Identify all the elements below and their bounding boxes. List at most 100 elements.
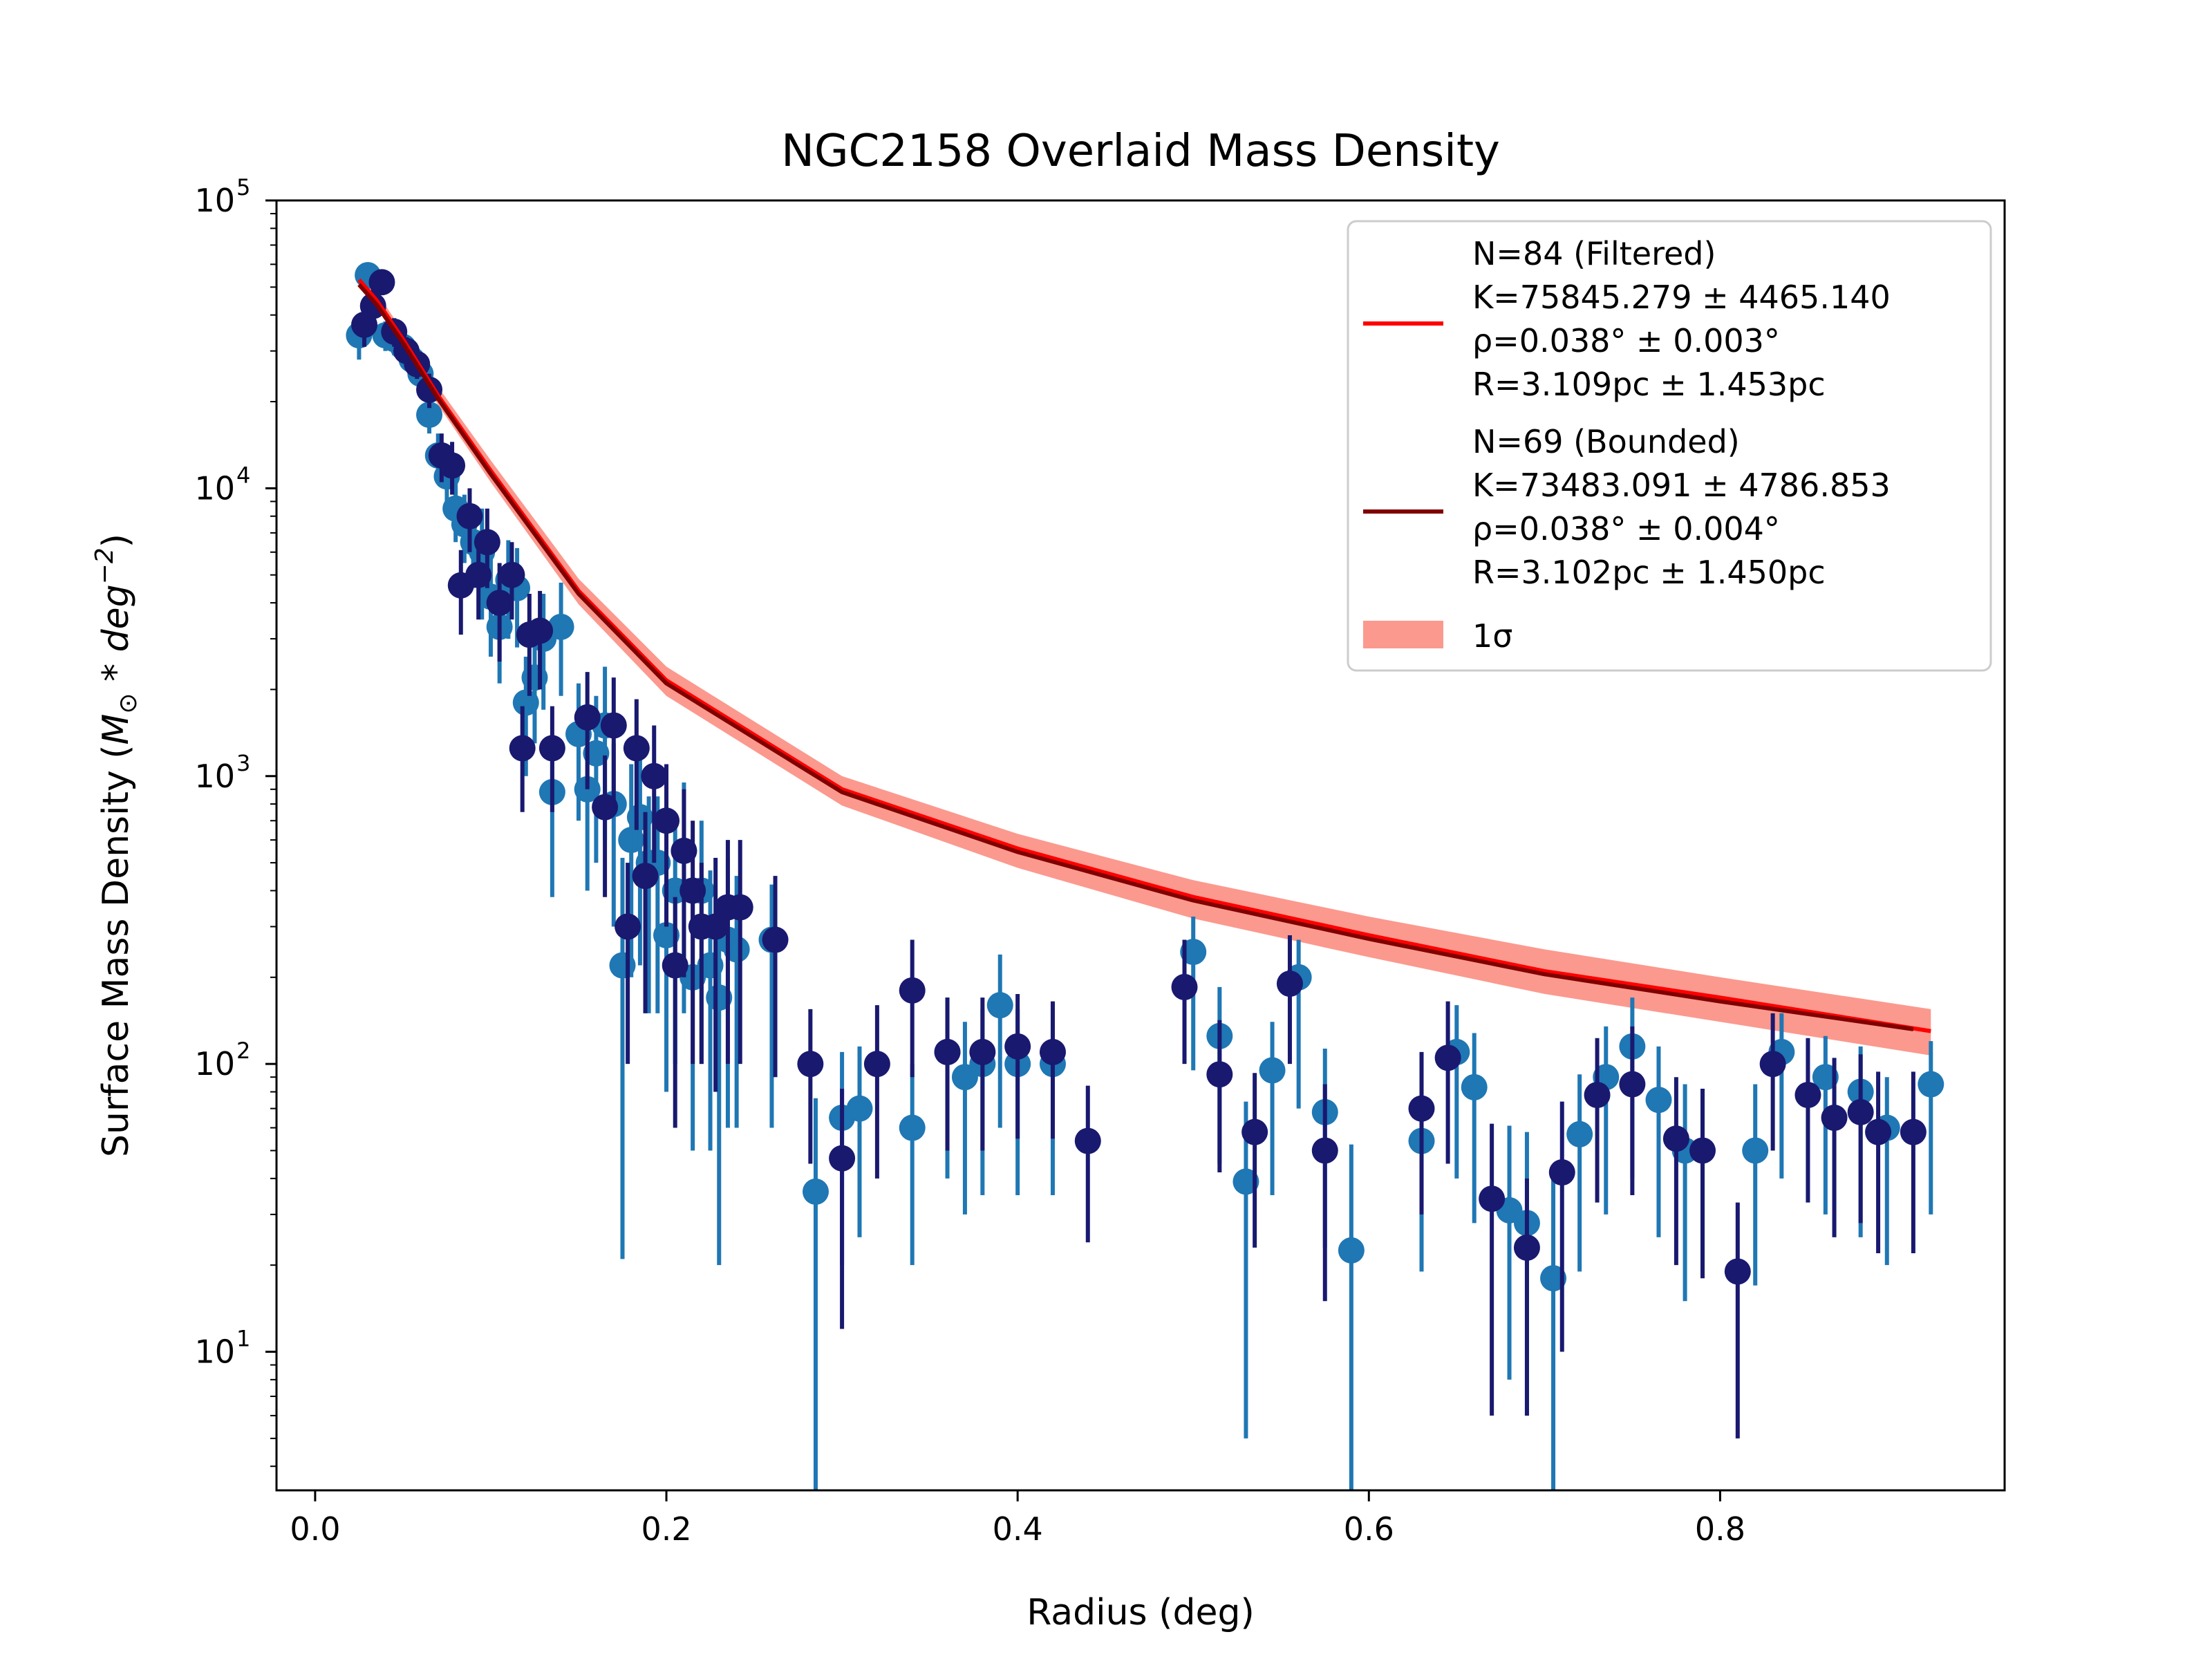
bounded-fit-line xyxy=(357,283,1914,1031)
data-point xyxy=(702,913,729,940)
data-point xyxy=(1171,973,1198,1000)
data-point xyxy=(615,913,641,940)
data-point xyxy=(797,1051,824,1078)
plot-area xyxy=(275,199,2006,1492)
data-point xyxy=(1004,1033,1031,1060)
data-point xyxy=(1619,1071,1646,1098)
data-point xyxy=(762,926,789,953)
data-point xyxy=(899,977,926,1004)
data-point xyxy=(1311,1137,1338,1164)
data-point xyxy=(1241,1118,1268,1145)
data-point xyxy=(456,503,483,529)
data-point xyxy=(1759,1051,1786,1078)
data-point xyxy=(986,992,1013,1019)
x-tick-label: 0.6 xyxy=(1344,1510,1394,1548)
data-point xyxy=(632,863,659,890)
data-point xyxy=(465,561,492,588)
data-point xyxy=(653,807,680,834)
data-point xyxy=(1434,1044,1461,1071)
data-point xyxy=(1821,1105,1848,1132)
data-point xyxy=(600,712,627,739)
y-tick-exponent: 3 xyxy=(236,750,250,776)
y-axis-label-sun: ⊙ xyxy=(114,693,142,713)
data-point xyxy=(1584,1082,1611,1109)
data-point xyxy=(802,1178,829,1205)
x-tick-label: 0.8 xyxy=(1695,1510,1745,1548)
y-tick-base: 10 xyxy=(194,469,235,507)
y-tick-exponent: 4 xyxy=(236,462,250,488)
data-point xyxy=(706,984,733,1011)
data-point xyxy=(592,794,619,821)
data-point xyxy=(829,1145,856,1172)
data-point xyxy=(662,952,688,979)
data-point xyxy=(1461,1074,1488,1100)
y-tick-label: 10 xyxy=(194,1333,235,1371)
data-point xyxy=(899,1114,926,1141)
confidence-band xyxy=(359,272,1931,1056)
data-point xyxy=(512,689,539,716)
y-tick-label: 10 xyxy=(194,182,235,219)
data-point xyxy=(486,590,513,617)
data-point xyxy=(934,1038,961,1065)
data-point xyxy=(618,827,645,854)
y-tick-base: 10 xyxy=(194,758,235,795)
y-tick-label: 10 xyxy=(194,758,235,795)
y-tick-label: 10 xyxy=(194,469,235,507)
data-point xyxy=(1847,1098,1874,1125)
y-axis-label: Surface Mass Density (M⊙ * deg−2) xyxy=(91,534,142,1157)
data-point xyxy=(498,561,525,588)
legend-bounded-line-4: R=3.102pc ± 1.450pc xyxy=(1472,554,1826,591)
legend-bounded-line-1: N=69 (Bounded) xyxy=(1472,423,1740,460)
y-axis-label-mid: * xyxy=(95,652,137,693)
y-axis-label-exp: −2 xyxy=(91,547,119,584)
legend: N=84 (Filtered) K=75845.279 ± 4465.140 ρ… xyxy=(1347,220,1992,672)
data-point xyxy=(1479,1185,1506,1212)
data-point xyxy=(969,1038,996,1065)
data-point xyxy=(1408,1095,1435,1122)
data-point xyxy=(1742,1137,1769,1164)
data-point xyxy=(679,877,706,904)
data-point xyxy=(1074,1127,1101,1154)
data-point xyxy=(1513,1234,1540,1261)
y-tick-base: 10 xyxy=(194,1333,235,1371)
y-axis-label-deg: deg xyxy=(95,584,137,652)
data-point xyxy=(368,269,395,296)
data-point xyxy=(416,402,443,429)
data-point xyxy=(723,936,750,963)
data-point xyxy=(1548,1159,1575,1186)
data-point xyxy=(1276,971,1303,997)
y-tick-exponent: 5 xyxy=(236,174,250,200)
x-axis: 0.0 0.2 0.4 0.6 0.8 xyxy=(290,1490,1745,1548)
y-axis-label-close: ) xyxy=(95,534,137,547)
legend-bounded-line-2: K=73483.091 ± 4786.853 xyxy=(1472,467,1891,504)
y-tick-base: 10 xyxy=(194,1045,235,1082)
y-tick-exponent: 1 xyxy=(236,1326,250,1352)
data-point xyxy=(1338,1237,1365,1264)
legend-swatch-band xyxy=(1363,621,1443,648)
data-point xyxy=(547,613,574,640)
data-point xyxy=(538,735,565,762)
legend-bounded-line-3: ρ=0.038° ± 0.004° xyxy=(1472,510,1780,547)
legend-filtered-line-3: ρ=0.038° ± 0.003° xyxy=(1472,322,1780,359)
data-point xyxy=(671,837,697,864)
data-point xyxy=(583,740,610,767)
data-point xyxy=(1689,1137,1716,1164)
data-point xyxy=(1566,1121,1593,1147)
x-tick-label: 0.2 xyxy=(641,1510,691,1548)
data-point xyxy=(474,529,500,556)
data-point xyxy=(653,921,680,948)
x-tick-label: 0.4 xyxy=(993,1510,1043,1548)
legend-frame xyxy=(1347,220,1992,672)
y-axis-label-text: Surface Mass Density ( xyxy=(95,744,137,1157)
confidence-band-layer xyxy=(359,272,1931,1056)
data-point xyxy=(641,762,668,789)
data-point xyxy=(1232,1168,1259,1195)
data-point xyxy=(1900,1118,1927,1145)
legend-filtered-line-4: R=3.109pc ± 1.453pc xyxy=(1472,366,1826,403)
data-point xyxy=(1039,1038,1066,1065)
data-point xyxy=(1206,1061,1233,1088)
data-point xyxy=(1540,1265,1567,1292)
errorbar-layer xyxy=(346,262,1944,1490)
data-point xyxy=(1812,1064,1839,1091)
